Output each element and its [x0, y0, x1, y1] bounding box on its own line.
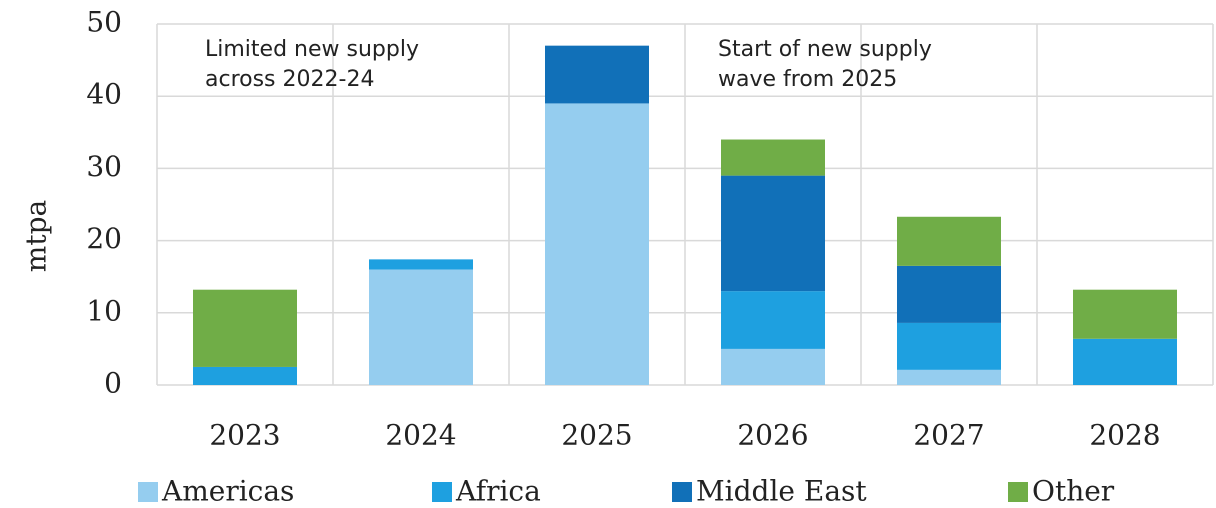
bar-segment — [1073, 338, 1177, 385]
y-axis-label: mtpa — [20, 200, 53, 272]
x-tick-label: 2025 — [561, 419, 632, 452]
y-tick-label: 10 — [86, 294, 122, 327]
bar-segment — [1073, 289, 1177, 339]
legend-swatch — [1008, 482, 1028, 502]
bar-segment — [369, 269, 473, 385]
legend-swatch — [138, 482, 158, 502]
bar-segment — [721, 348, 825, 385]
legend-swatch — [432, 482, 452, 502]
x-tick-label: 2028 — [1089, 419, 1160, 452]
bar-segment — [369, 259, 473, 270]
x-tick-label: 2024 — [385, 419, 456, 452]
annotation: Start of new supply — [718, 37, 932, 62]
y-tick-label: 20 — [86, 222, 122, 255]
bar-segment — [721, 139, 825, 176]
y-tick-label: 40 — [86, 78, 122, 111]
annotation: across 2022-24 — [205, 67, 374, 92]
bar-segment — [721, 175, 825, 292]
bar-segment — [545, 103, 649, 386]
annotation: wave from 2025 — [718, 67, 897, 92]
legend-label: Americas — [161, 475, 294, 508]
x-tick-label: 2026 — [737, 419, 808, 452]
x-tick-label: 2027 — [913, 419, 984, 452]
legend-swatch — [672, 482, 692, 502]
bar-segment — [897, 322, 1001, 370]
bar-segment — [897, 369, 1001, 385]
x-tick-label: 2023 — [209, 419, 280, 452]
annotation: Limited new supply — [205, 37, 419, 62]
y-tick-label: 0 — [104, 367, 122, 400]
legend-label: Africa — [455, 475, 541, 508]
bar-segment — [897, 265, 1001, 323]
bar-segment — [721, 291, 825, 349]
y-tick-label: 30 — [86, 150, 122, 183]
bar-segment — [193, 366, 297, 385]
y-tick-label: 50 — [86, 6, 122, 39]
bar-segment — [193, 289, 297, 367]
bar-segment — [545, 45, 649, 104]
legend-label: Other — [1032, 475, 1115, 508]
bar-segment — [897, 216, 1001, 266]
legend-label: Middle East — [696, 475, 867, 508]
